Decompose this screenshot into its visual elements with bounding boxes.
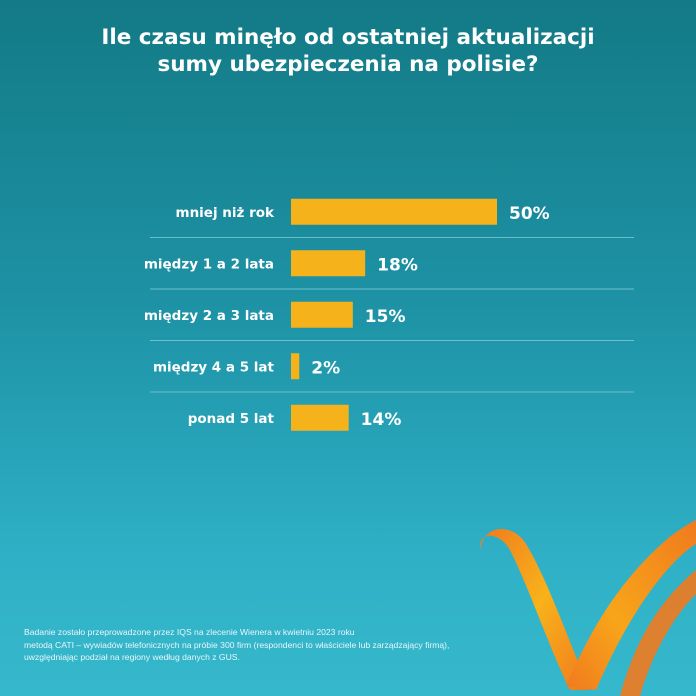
wiener-w-swoosh-icon	[470, 510, 696, 696]
value-label: 18%	[377, 255, 418, 275]
category-label: między 4 a 5 lat	[153, 359, 275, 375]
value-label: 2%	[311, 358, 340, 378]
bar	[291, 405, 349, 431]
footnote: Badanie zostało przeprowadzone przez IQS…	[24, 626, 564, 664]
value-label: 14%	[361, 410, 402, 430]
category-label: między 1 a 2 lata	[144, 256, 274, 272]
bar	[291, 250, 365, 276]
category-label: ponad 5 lat	[188, 411, 275, 427]
bar	[291, 353, 299, 379]
footnote-line: metodą CATI – wywiadów telefonicznych na…	[24, 639, 564, 652]
footnote-line: uwzględniając podział na regiony według …	[24, 651, 564, 664]
footnote-line: Badanie zostało przeprowadzone przez IQS…	[24, 626, 564, 639]
bar	[291, 199, 497, 225]
bar	[291, 302, 353, 328]
value-label: 15%	[365, 307, 406, 327]
category-label: mniej niż rok	[176, 205, 276, 221]
value-label: 50%	[509, 204, 550, 224]
category-label: między 2 a 3 lata	[144, 308, 274, 324]
